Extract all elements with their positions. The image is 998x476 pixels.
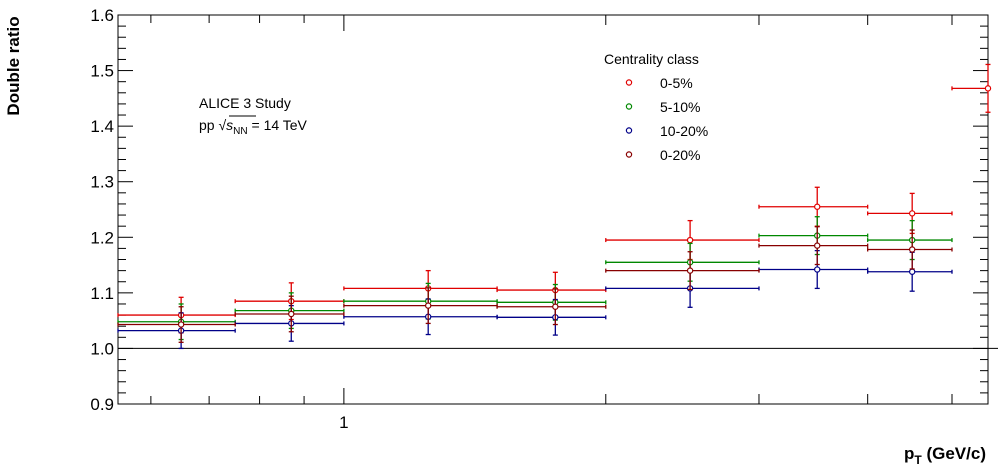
data-point (867, 251, 953, 292)
x-axis-title-sub: T (914, 453, 922, 467)
y-tick-label: 1.3 (90, 173, 114, 192)
data-point (117, 296, 236, 334)
legend: Centrality class 0-5% 5-10% 10-20% 0-20% (604, 51, 708, 163)
marker (814, 266, 821, 273)
data-point (758, 249, 869, 290)
x-tick-label: 1 (339, 413, 348, 432)
data-point (234, 295, 345, 333)
legend-marker (625, 151, 633, 158)
marker (424, 302, 432, 309)
annotation-s: s (226, 117, 233, 133)
legend-label: 10-20% (660, 123, 708, 139)
annotation-prefix: pp (199, 117, 218, 133)
data-point (496, 288, 607, 326)
annotation-line2: pp √sNN = 14 TeV (199, 117, 308, 137)
data-point (605, 251, 760, 291)
data-point (605, 219, 760, 261)
data-point (496, 298, 607, 336)
y-axis-title: Double ratio (4, 16, 23, 115)
sqrt-sign: √ (218, 117, 226, 133)
y-tick-label: 1.6 (90, 6, 114, 25)
marker (177, 321, 185, 328)
y-tick-label: 1.4 (90, 117, 114, 136)
data-point (951, 63, 992, 113)
data-point (758, 226, 869, 266)
data-point (758, 216, 869, 256)
annotation-sub: NN (233, 126, 247, 137)
legend-item: 0-5% (625, 75, 693, 91)
series-10-20% (117, 249, 953, 350)
series-0-20% (117, 226, 953, 343)
marker (814, 203, 821, 210)
axis-ticks: 0.9 1.0 1.1 1.2 1.3 1.4 1.5 1.6 1 (90, 6, 988, 432)
data-point (117, 306, 236, 343)
data-point (758, 186, 869, 227)
plot-frame (117, 14, 989, 405)
marker (814, 242, 821, 249)
y-tick-label: 1.1 (90, 284, 114, 303)
data-point (343, 287, 498, 325)
legend-item: 0-20% (625, 147, 700, 163)
legend-label: 0-5% (660, 75, 693, 91)
marker (984, 85, 992, 92)
annotation-line1: ALICE 3 Study (199, 95, 291, 111)
marker (908, 246, 916, 253)
legend-item: 5-10% (625, 99, 700, 115)
legend-marker (625, 79, 633, 86)
y-tick-label: 1.2 (90, 228, 114, 247)
data-point (117, 303, 236, 341)
annotation: ALICE 3 Study pp √sNN = 14 TeV (199, 95, 308, 137)
x-axis-title: pT (GeV/c) (904, 444, 986, 467)
data-point (867, 229, 953, 270)
data-point (117, 312, 236, 350)
marker (686, 236, 694, 244)
legend-title: Centrality class (604, 51, 699, 67)
data-series-layer (117, 63, 992, 350)
marker (686, 267, 694, 274)
x-axis-title-rest: (GeV/c) (922, 444, 986, 463)
legend-marker (625, 127, 633, 134)
data-point (343, 298, 498, 336)
annotation-rest: = 14 TeV (248, 117, 308, 133)
legend-label: 0-20% (660, 147, 700, 163)
y-tick-label: 1.5 (90, 62, 114, 81)
x-axis-title-main: p (904, 444, 914, 463)
marker (908, 268, 916, 275)
legend-label: 5-10% (660, 99, 700, 115)
series-5-10% (117, 216, 953, 341)
data-point (605, 268, 760, 308)
marker (288, 310, 295, 318)
data-point (867, 192, 953, 235)
y-tick-label: 1.0 (90, 339, 114, 358)
legend-item: 10-20% (625, 123, 708, 139)
data-point (605, 242, 760, 282)
legend-marker (625, 103, 633, 110)
marker (908, 210, 916, 217)
data-point (867, 219, 953, 261)
y-tick-label: 0.9 (90, 395, 114, 414)
marker (552, 303, 559, 310)
